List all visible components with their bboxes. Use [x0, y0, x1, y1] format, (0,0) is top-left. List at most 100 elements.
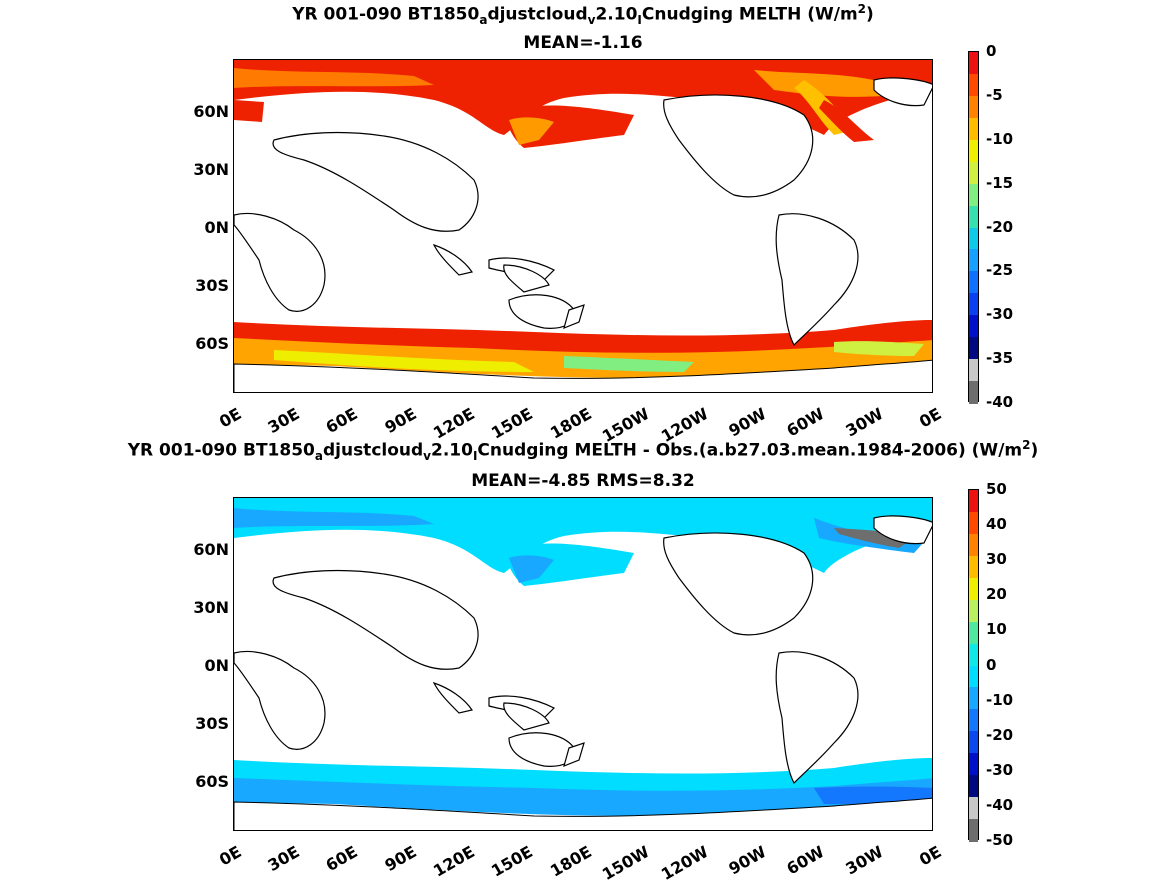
panel1-colorbar: [968, 51, 979, 404]
title-sup: 2: [857, 2, 867, 16]
colorbar-tick-label: 40: [986, 515, 1007, 534]
lon-label: 90W: [725, 404, 770, 441]
colorbar-segment: [969, 490, 978, 513]
title-part: Cnudging MELTH - Obs.(a.b27.03.mean.1984…: [477, 440, 1023, 461]
colorbar-segment: [969, 599, 978, 623]
title-part: djustcloud: [322, 440, 424, 461]
colorbar-segment: [969, 117, 978, 141]
colorbar-segment: [969, 731, 978, 754]
colorbar-tick-label: 0: [986, 655, 997, 674]
colorbar-tick-label: 30: [986, 550, 1007, 569]
lat-label: 30S: [195, 714, 229, 733]
title-sub: a: [314, 449, 323, 464]
panel2-colorbar: [968, 489, 979, 842]
lon-label: 30E: [264, 842, 303, 876]
title-part: Cnudging MELTH (W/m: [641, 4, 858, 25]
colorbar-tick-label: 50: [986, 480, 1007, 498]
colorbar-segment: [969, 533, 978, 557]
lat-label: 30N: [193, 598, 229, 617]
colorbar-segment: [969, 73, 978, 97]
lat-label: 30N: [193, 160, 229, 179]
title-part: YR 001-090 BT1850: [127, 440, 315, 461]
title-sub: v: [587, 13, 596, 28]
colorbar-segment: [969, 687, 978, 710]
lon-label: 120E: [429, 404, 478, 443]
colorbar-segment: [969, 293, 978, 316]
colorbar-tick-label: -30: [986, 305, 1014, 324]
colorbar-segment: [969, 205, 978, 228]
colorbar-tick-label: -25: [986, 261, 1014, 280]
lon-label: 60W: [783, 842, 828, 879]
title-sub: v: [423, 449, 431, 464]
panel1-title: YR 001-090 BT1850adjustcloudv2.10ICnudgi…: [233, 2, 933, 27]
panel2-stats: MEAN=-4.85 RMS=8.32: [471, 471, 695, 491]
colorbar-tick-label: -10: [986, 690, 1014, 709]
colorbar-tick-label: -40: [986, 795, 1014, 814]
panel1-map: [233, 59, 933, 393]
lon-label: 30W: [842, 404, 887, 441]
lon-label: 120W: [657, 842, 712, 884]
colorbar-segment: [969, 271, 978, 294]
colorbar-tick-label: -50: [986, 831, 1014, 849]
colorbar-segment: [969, 183, 978, 207]
title-part: djustcloud: [487, 4, 588, 25]
lon-label: 0E: [215, 404, 245, 432]
colorbar-segment: [969, 643, 978, 666]
title-part: ): [866, 4, 874, 25]
lat-label: 60N: [193, 540, 229, 559]
title-part: 2.10: [431, 440, 473, 461]
lon-label: 90E: [381, 842, 420, 876]
colorbar-tick-label: 20: [986, 585, 1007, 604]
colorbar-segment: [969, 775, 978, 798]
panel2-map-svg: [234, 498, 932, 830]
colorbar-segment: [969, 337, 978, 360]
colorbar-segment: [969, 139, 978, 163]
lat-label: 60S: [195, 334, 229, 353]
lat-label: 0N: [204, 656, 229, 675]
lat-label: 60S: [195, 772, 229, 791]
colorbar-segment: [969, 249, 978, 272]
lon-label: 60W: [783, 404, 828, 441]
colorbar-segment: [969, 511, 978, 535]
colorbar-segment: [969, 753, 978, 776]
title-part: ): [1030, 440, 1039, 461]
title-sub: I: [472, 449, 478, 464]
lon-label: 0E: [915, 842, 945, 870]
title-part: YR 001-090 BT1850: [292, 4, 480, 25]
colorbar-segment: [969, 381, 978, 404]
lon-label: 90W: [725, 842, 770, 879]
colorbar-tick-label: 10: [986, 620, 1007, 639]
title-sub: I: [637, 13, 642, 28]
colorbar-segment: [969, 315, 978, 338]
lon-label: 30E: [264, 404, 303, 438]
colorbar-tick-label: -35: [986, 349, 1014, 368]
panel2-title: YR 001-090 BT1850adjustcloudv2.10ICnudgi…: [83, 438, 1083, 463]
colorbar-segment: [969, 709, 978, 732]
title-part: 2.10: [595, 4, 638, 25]
colorbar-tick-label: -10: [986, 129, 1014, 148]
lon-label: 60E: [322, 404, 362, 438]
colorbar-tick-label: -20: [986, 725, 1014, 744]
colorbar-segment: [969, 819, 978, 842]
lon-label: 60E: [322, 842, 362, 876]
colorbar-tick-label: 0: [986, 42, 997, 60]
lon-label: 30W: [842, 842, 887, 879]
title-sup: 2: [1022, 438, 1031, 452]
colorbar-segment: [969, 227, 978, 250]
colorbar-segment: [969, 359, 978, 382]
colorbar-tick-label: -40: [986, 393, 1014, 411]
colorbar-tick-label: -20: [986, 217, 1014, 236]
panel2-map: [233, 497, 933, 831]
panel1-map-svg: [234, 60, 932, 392]
panel1-stats: MEAN=-1.16: [523, 33, 643, 53]
colorbar-segment: [969, 95, 978, 119]
lat-label: 60N: [193, 102, 229, 121]
lon-label: 180E: [546, 404, 595, 443]
colorbar-segment: [969, 797, 978, 820]
lon-label: 90E: [381, 404, 420, 438]
lon-label: 0E: [215, 842, 245, 870]
lon-label: 150W: [599, 842, 653, 884]
colorbar-tick-label: -30: [986, 760, 1014, 779]
colorbar-segment: [969, 161, 978, 185]
lat-label: 0N: [204, 218, 229, 237]
